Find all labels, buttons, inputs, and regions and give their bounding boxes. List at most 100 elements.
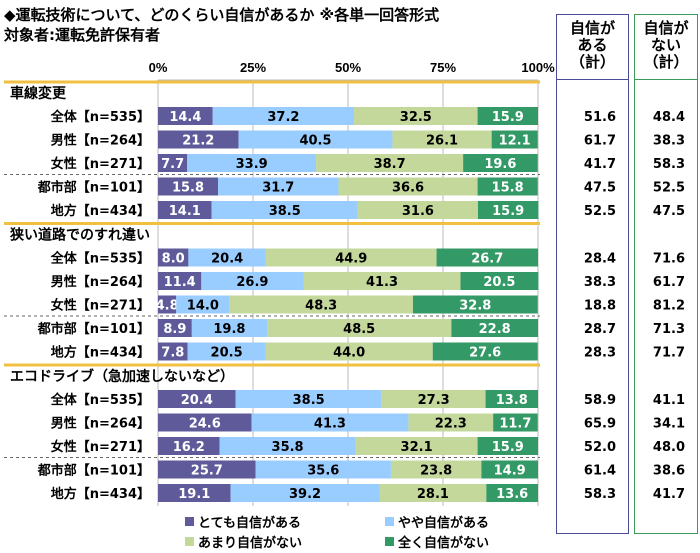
row-label: 地方【n=434】	[51, 486, 150, 502]
legend-swatch	[185, 517, 194, 526]
sum-not-confident-value: 61.7	[653, 275, 685, 290]
data-label: 11.7	[499, 417, 531, 432]
sum-confident-value: 52.5	[584, 204, 616, 219]
row-label: 男性【n=264】	[51, 133, 150, 149]
sum-not-confident-value: 58.3	[653, 157, 685, 172]
data-label: 8.9	[163, 322, 186, 337]
bar-segment	[158, 413, 252, 432]
bar-segment	[265, 248, 437, 267]
row-label: 都市部【n=101】	[37, 321, 150, 337]
legend-item: とても自信がある	[185, 512, 301, 531]
sum-confident-header: 自信が ある （計）	[556, 20, 629, 71]
bar-segment	[158, 130, 239, 149]
row-label: 地方【n=434】	[51, 345, 150, 361]
data-label: 14.9	[494, 464, 526, 479]
data-label: 15.9	[492, 204, 524, 219]
bar-segment	[158, 248, 189, 267]
bar-segment	[176, 295, 230, 314]
data-label: 27.6	[469, 346, 501, 361]
bar-segment	[235, 390, 382, 408]
header-line: （計）	[569, 53, 615, 71]
data-label: 38.7	[374, 157, 406, 172]
bar-segment	[255, 460, 391, 479]
sum-confident-value: 61.4	[584, 464, 616, 479]
sum-confident-value: 61.7	[584, 134, 616, 149]
bar-segment	[219, 437, 356, 455]
row-label: 全体【n=535】	[50, 392, 150, 408]
bar-segment	[460, 272, 539, 290]
data-label: 32.1	[401, 440, 433, 455]
bar-segment	[211, 201, 358, 219]
header-line: 自信が	[569, 19, 615, 37]
bar-segment	[491, 130, 538, 149]
row-label: 全体【n=535】	[50, 109, 150, 125]
chart-subtitle: 対象者:運転免許保有者	[4, 26, 160, 44]
data-label: 19.8	[213, 322, 245, 337]
x-tick-label: 0%	[149, 60, 168, 75]
data-label: 35.6	[307, 464, 339, 479]
bar-segment	[477, 201, 539, 219]
header-line: ない	[650, 36, 681, 54]
row-label: 全体【n=535】	[50, 251, 150, 267]
data-label: 26.1	[426, 134, 458, 149]
bar-segment	[316, 154, 464, 172]
data-label: 22.3	[435, 417, 467, 432]
bar-segment	[481, 460, 538, 479]
bar-segment	[218, 177, 339, 196]
section-title: 車線変更	[10, 85, 67, 102]
bar-segment	[158, 484, 231, 502]
data-label: 28.1	[417, 487, 449, 502]
sum-confident-value: 51.6	[584, 110, 616, 125]
data-label: 16.2	[173, 440, 205, 455]
data-label: 31.6	[402, 204, 434, 219]
bar-segment	[463, 154, 538, 172]
sum-not-confident-header-box	[634, 14, 698, 80]
bar-segment	[229, 295, 413, 314]
bar-segment	[477, 107, 538, 125]
bar-segment	[158, 177, 219, 196]
data-label: 39.2	[289, 487, 321, 502]
bar-segment	[158, 437, 220, 455]
data-label: 7.8	[161, 346, 184, 361]
sum-not-confident-value: 38.6	[653, 464, 685, 479]
sum-not-confident-value: 38.3	[653, 134, 685, 149]
sum-confident-value: 47.5	[584, 181, 616, 196]
sum-not-confident-value: 71.7	[653, 346, 685, 361]
sum-not-confident-value: 34.1	[653, 417, 685, 432]
sum-confident-value: 28.3	[584, 346, 616, 361]
sum-confident-value: 28.7	[584, 322, 616, 337]
data-label: 33.9	[236, 157, 268, 172]
row-label: 男性【n=264】	[51, 416, 150, 432]
legend-label: とても自信がある	[198, 516, 301, 531]
bar-segment	[238, 130, 393, 149]
data-label: 38.5	[293, 393, 325, 408]
bar-segment	[436, 248, 538, 267]
x-tick-label: 25%	[240, 60, 266, 75]
bar-segment	[432, 342, 538, 361]
bar-segment	[191, 319, 268, 337]
bar-segment	[477, 437, 538, 455]
data-label: 41.3	[366, 275, 398, 290]
data-label: 13.8	[496, 393, 528, 408]
data-label: 22.8	[479, 322, 511, 337]
data-label: 14.1	[169, 204, 201, 219]
bar-segment	[158, 460, 256, 479]
row-label: 都市部【n=101】	[37, 180, 150, 196]
bar-segment	[485, 390, 538, 408]
bar-segment	[381, 390, 486, 408]
data-label: 19.6	[484, 157, 516, 172]
bar-segment	[412, 295, 538, 314]
bar-segment	[187, 154, 317, 172]
row-label: 地方【n=434】	[51, 203, 150, 219]
bar-segment	[158, 319, 192, 337]
data-label: 25.7	[191, 464, 223, 479]
data-label: 15.9	[492, 110, 524, 125]
bar-segment	[338, 177, 478, 196]
bar-segment	[158, 342, 188, 361]
data-label: 13.6	[496, 487, 528, 502]
data-label: 12.1	[499, 134, 531, 149]
bar-segment	[188, 248, 266, 267]
data-label: 8.0	[162, 252, 185, 267]
sum-not-confident-value: 47.5	[653, 204, 685, 219]
